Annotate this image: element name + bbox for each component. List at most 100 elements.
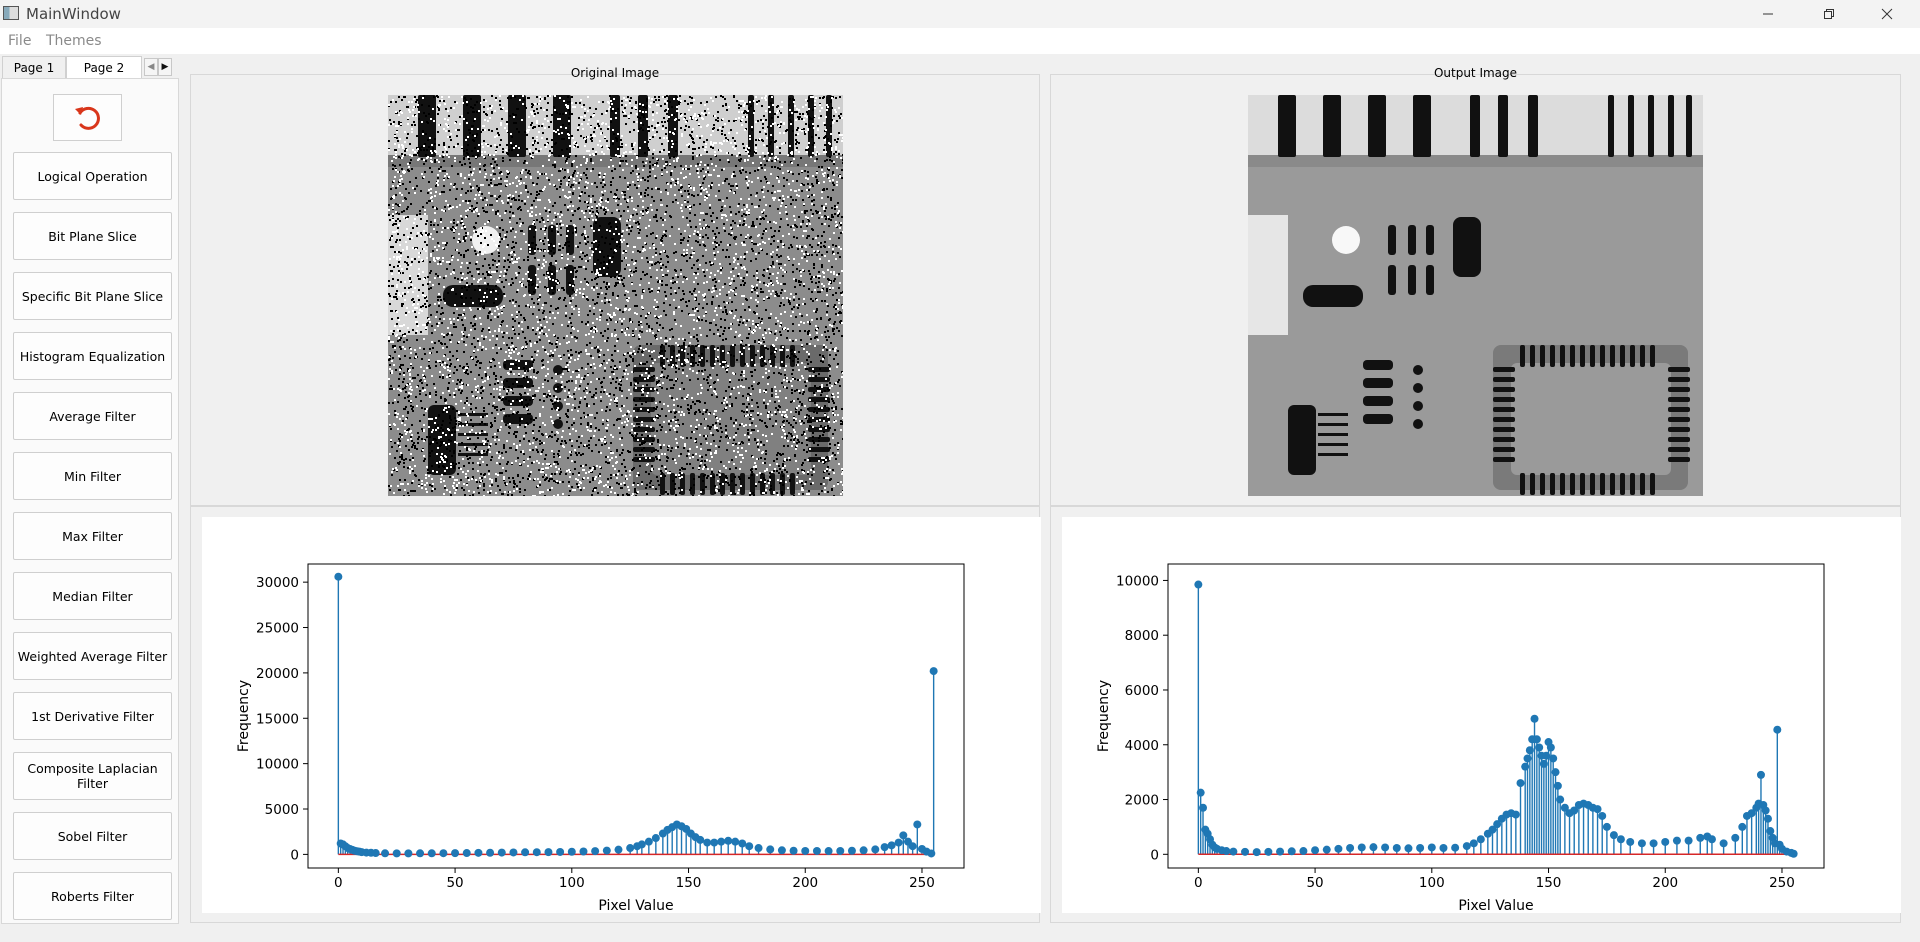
original-image [388, 95, 843, 496]
stem-marker [1229, 847, 1238, 856]
stem-marker [1747, 809, 1756, 818]
stem-marker [710, 838, 719, 847]
plot-frame [307, 563, 965, 869]
stem-marker [908, 842, 917, 851]
op-button-weighted-average-filter[interactable]: Weighted Average Filter [13, 632, 172, 680]
output-histogram-chart: 0 50 100 150 200 250 0 2000 4000 6000 8000 10000 Pix… [1096, 563, 1825, 914]
y-tick-label: 0 [290, 847, 299, 863]
stem-marker [1542, 751, 1551, 760]
stem-marker [1516, 779, 1525, 788]
op-button-histogram-equalization[interactable]: Histogram Equalization [13, 332, 172, 380]
y-tick-label: 4000 [1125, 738, 1159, 754]
stem-marker [859, 846, 868, 855]
restore-icon[interactable] [1806, 0, 1852, 28]
stem-marker [1334, 844, 1343, 853]
op-button-composite-laplacian-filter[interactable]: Composite Laplacian Filter [13, 752, 172, 800]
stem-marker [1381, 843, 1390, 852]
stem-marker [1626, 837, 1635, 846]
stem-marker [1199, 803, 1208, 812]
menu-file[interactable]: File [8, 33, 32, 49]
stem-marker [416, 849, 425, 858]
tab-scroll-right-icon[interactable]: ▶ [158, 58, 172, 76]
menu-bar: File Themes [0, 28, 1920, 54]
stem-marker [724, 836, 733, 845]
stem-marker [731, 837, 740, 846]
op-button-max-filter[interactable]: Max Filter [13, 512, 172, 560]
op-button-min-filter[interactable]: Min Filter [13, 452, 172, 500]
stem-marker [567, 847, 576, 856]
stem-marker [1521, 762, 1530, 771]
y-tick-label: 25000 [256, 621, 299, 637]
stem-marker [1392, 844, 1401, 853]
stem-marker [1553, 781, 1562, 790]
stem-marker [626, 844, 635, 853]
op-button-sobel-filter[interactable]: Sobel Filter [13, 812, 172, 860]
stem-marker [521, 848, 530, 857]
x-tick-label: 50 [1306, 875, 1323, 891]
stem-marker [789, 846, 798, 855]
tab-page-2[interactable]: Page 2 [66, 56, 142, 78]
stem-marker [1637, 839, 1646, 848]
stem-marker [836, 846, 845, 855]
stem-marker [1761, 806, 1770, 815]
stem-marker [1469, 839, 1478, 848]
plot-frame [1167, 563, 1825, 869]
original-image-title: Original Image [570, 66, 660, 80]
stem-marker [371, 849, 380, 858]
stem-marker [1357, 843, 1366, 852]
y-tick-label: 2000 [1125, 793, 1159, 809]
op-button-1st-derivative-filter[interactable]: 1st Derivative Filter [13, 692, 172, 740]
x-tick-label: 250 [1769, 875, 1795, 891]
tab-page-1[interactable]: Page 1 [2, 56, 66, 78]
stem-marker [1222, 847, 1231, 856]
stem-marker [745, 842, 754, 851]
stem-marker [812, 846, 821, 855]
stem-marker [1532, 735, 1541, 744]
stem-marker [894, 838, 903, 847]
stem-marker [1738, 822, 1747, 831]
undo-arrow-icon [74, 106, 100, 130]
y-tick-label: 8000 [1125, 628, 1159, 644]
stem-marker [1299, 847, 1308, 856]
op-button-logical-operation[interactable]: Logical Operation [13, 152, 172, 200]
y-tick-label: 6000 [1125, 683, 1159, 699]
stem-marker [544, 848, 553, 857]
stem-marker [754, 844, 763, 853]
stem-marker [532, 848, 541, 857]
stem-marker [1530, 714, 1539, 723]
stem-marker [1369, 843, 1378, 852]
op-button-average-filter[interactable]: Average Filter [13, 392, 172, 440]
x-tick-label: 50 [446, 875, 463, 891]
stem-marker [1322, 845, 1331, 854]
stem-marker [637, 840, 646, 849]
menu-themes[interactable]: Themes [46, 33, 102, 49]
undo-button[interactable] [53, 94, 122, 141]
stem-marker [1773, 725, 1782, 734]
original-histogram-chart: 0 50 100 150 200 250 0 5000 10000 15000 20000 25000… [236, 563, 965, 914]
stem-marker [1535, 743, 1544, 752]
y-tick-label: 0 [1150, 847, 1159, 863]
stem-marker [404, 849, 413, 858]
stem-marker [1196, 788, 1205, 797]
tab-scroll-left-icon[interactable]: ◀ [144, 58, 158, 76]
minimize-icon[interactable] [1745, 0, 1791, 28]
stem-marker [766, 845, 775, 854]
stem-marker [777, 846, 786, 855]
app-icon [3, 6, 19, 20]
x-axis-label: Pixel Value [1458, 898, 1533, 913]
x-tick-label: 200 [1652, 875, 1678, 891]
stem-marker [497, 848, 506, 857]
stem-marker [1756, 770, 1765, 779]
close-icon[interactable] [1864, 0, 1910, 28]
op-button-bit-plane-slice[interactable]: Bit Plane Slice [13, 212, 172, 260]
x-tick-label: 100 [1419, 875, 1445, 891]
op-button-roberts-filter[interactable]: Roberts Filter [13, 872, 172, 920]
x-tick-label: 200 [792, 875, 818, 891]
x-tick-label: 150 [1536, 875, 1562, 891]
op-button-median-filter[interactable]: Median Filter [13, 572, 172, 620]
window-title: MainWindow [26, 5, 121, 23]
y-tick-label: 15000 [256, 711, 299, 727]
stem-marker [334, 572, 343, 581]
stem-marker [1194, 580, 1203, 589]
op-button-specific-bit-plane-slice[interactable]: Specific Bit Plane Slice [13, 272, 172, 320]
